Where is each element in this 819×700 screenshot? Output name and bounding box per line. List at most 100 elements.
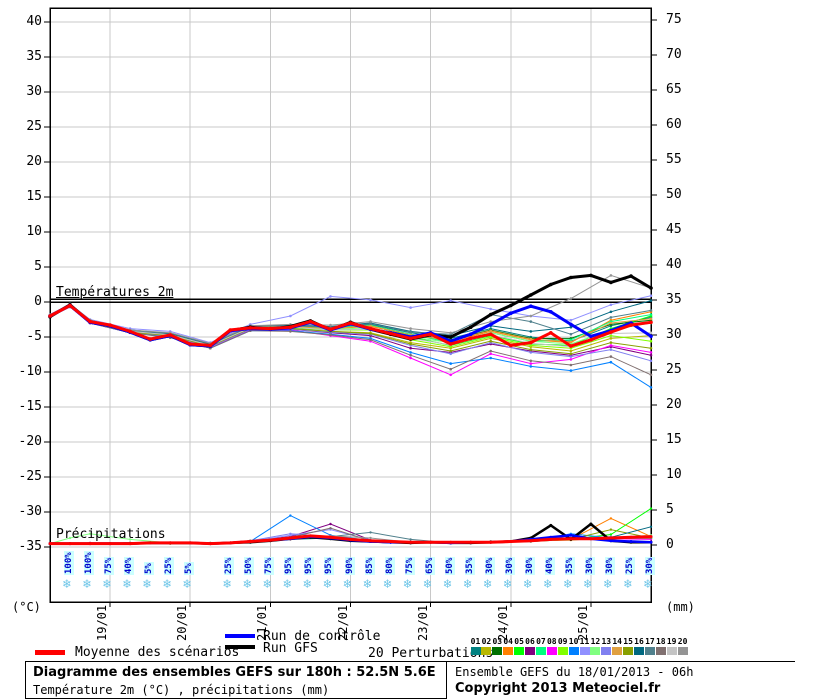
diagram-subtitle: Température 2m (°C) , précipitations (mm… [33, 683, 330, 697]
perturbation-number: 20 [677, 637, 688, 646]
snow-probability-label: 85% [364, 556, 375, 575]
precip-axis-tick: 25 [666, 362, 682, 377]
snow-probability-label: 100% [64, 551, 75, 575]
snowflake-icon: ❄ [603, 577, 612, 592]
snow-probability-label: 75% [404, 556, 415, 575]
snow-probability-label: 100% [84, 551, 95, 575]
perturbation-swatch [601, 647, 612, 655]
snow-probability-label: 30% [604, 556, 615, 575]
snow-probability-label: 25% [624, 556, 635, 575]
temp-axis-tick: 20 [26, 154, 42, 169]
perturbation-swatch [525, 647, 535, 655]
temp-axis-tick: 0 [34, 294, 42, 309]
precip-axis-tick: 30 [666, 327, 682, 342]
temp-axis-tick: -20 [18, 434, 42, 449]
right-axis-unit: (mm) [666, 600, 695, 614]
perturbation-swatch [568, 647, 579, 655]
perturbation-swatch [546, 647, 557, 655]
date-label: 25/01 [575, 604, 590, 641]
perturbation-number: 02 [481, 637, 492, 646]
snow-probability-label: 5% [184, 562, 195, 575]
perturbation-number: 13 [601, 637, 612, 646]
gfs-legend-swatch [225, 645, 255, 649]
snow-probability-label: 80% [384, 556, 395, 575]
snowflake-icon: ❄ [423, 577, 432, 592]
perturbation-number: 01 [470, 637, 481, 646]
precip-axis-tick: 50 [666, 187, 682, 202]
perturbation-swatch [503, 647, 514, 655]
perturbation-swatch [590, 647, 601, 655]
snow-probability-label: 25% [224, 556, 235, 575]
snowflake-icon: ❄ [183, 577, 192, 592]
snowflake-icon: ❄ [63, 577, 71, 592]
temp-axis-tick: 15 [26, 189, 42, 204]
precip-axis-tick: 45 [666, 222, 682, 237]
perturbation-number: 14 [612, 637, 622, 646]
diagram-title: Diagramme des ensembles GEFS sur 180h : … [33, 665, 436, 680]
perturbation-number: 04 [503, 637, 513, 646]
snow-probability-label: 25% [164, 556, 175, 575]
control-legend-swatch [225, 634, 255, 638]
perturbation-swatch [612, 647, 623, 655]
date-label: 20/01 [175, 604, 190, 641]
snow-probability-label: 40% [124, 556, 135, 575]
snowflake-icon: ❄ [263, 577, 272, 592]
precip-axis-tick: 20 [666, 397, 682, 412]
snowflake-icon: ❄ [323, 577, 332, 592]
snowflake-icon: ❄ [283, 577, 292, 592]
date-label: 19/01 [95, 604, 110, 641]
perturbation-number: 11 [579, 637, 590, 646]
snowflake-icon: ❄ [243, 577, 252, 592]
mean-legend-label: Moyenne des scénarios [75, 645, 240, 660]
snow-probability-label: 50% [444, 556, 455, 575]
temp-axis-tick: 40 [26, 14, 42, 29]
temp-axis-tick: 10 [26, 224, 42, 239]
snowflake-icon: ❄ [143, 577, 151, 592]
perturbation-number: 10 [568, 637, 579, 646]
control-legend-label: Run de contrôle [263, 629, 381, 644]
perturbation-number: 08 [546, 637, 557, 646]
perturbation-number: 03 [492, 637, 503, 646]
snowflake-icon: ❄ [123, 577, 131, 592]
perturbation-number: 06 [525, 637, 535, 646]
perturbation-swatch [492, 647, 503, 655]
perturbation-number: 17 [645, 637, 655, 646]
perturbation-swatch [644, 647, 655, 655]
snow-probability-label: 95% [304, 556, 315, 575]
perturbation-swatch [470, 647, 481, 655]
snowflake-icon: ❄ [163, 577, 172, 592]
snowflake-icon: ❄ [563, 577, 572, 592]
perturbation-swatch [634, 647, 644, 655]
snow-probability-label: 95% [284, 556, 295, 575]
precip-axis-tick: 55 [666, 152, 682, 167]
snow-probability-label: 95% [324, 556, 335, 575]
left-axis-unit: (°C) [12, 600, 41, 614]
snowflake-icon: ❄ [363, 577, 372, 592]
snowflake-icon: ❄ [583, 577, 592, 592]
snowflake-icon: ❄ [443, 577, 452, 592]
perturbation-swatch [579, 647, 590, 655]
snow-probability-label: 35% [464, 556, 475, 575]
snow-probability-label: 50% [244, 556, 255, 575]
perturbations-legend-label: 20 Perturbations [368, 646, 494, 661]
perturbation-swatch [514, 647, 525, 655]
perturbation-number: 12 [590, 637, 601, 646]
snow-probability-label: 35% [564, 556, 575, 575]
snowflake-icon: ❄ [223, 577, 232, 592]
snowflake-icon: ❄ [644, 577, 652, 592]
temp-axis-tick: -10 [18, 364, 42, 379]
snow-probability-label: 75% [264, 556, 275, 575]
temp-axis-tick: 30 [26, 84, 42, 99]
precip-axis-tick: 15 [666, 432, 682, 447]
perturbation-number: 15 [623, 637, 633, 646]
gfs-legend-label: Run GFS [263, 641, 318, 656]
precip-axis-tick: 10 [666, 467, 682, 482]
precip-axis-tick: 5 [666, 502, 674, 517]
snow-probability-label: 30% [504, 556, 515, 575]
precip-axis-tick: 65 [666, 82, 682, 97]
snow-probability-label: 90% [344, 556, 355, 575]
snowflake-icon: ❄ [623, 577, 632, 592]
temp-axis-tick: 35 [26, 49, 42, 64]
perturbation-number: 19 [666, 637, 677, 646]
